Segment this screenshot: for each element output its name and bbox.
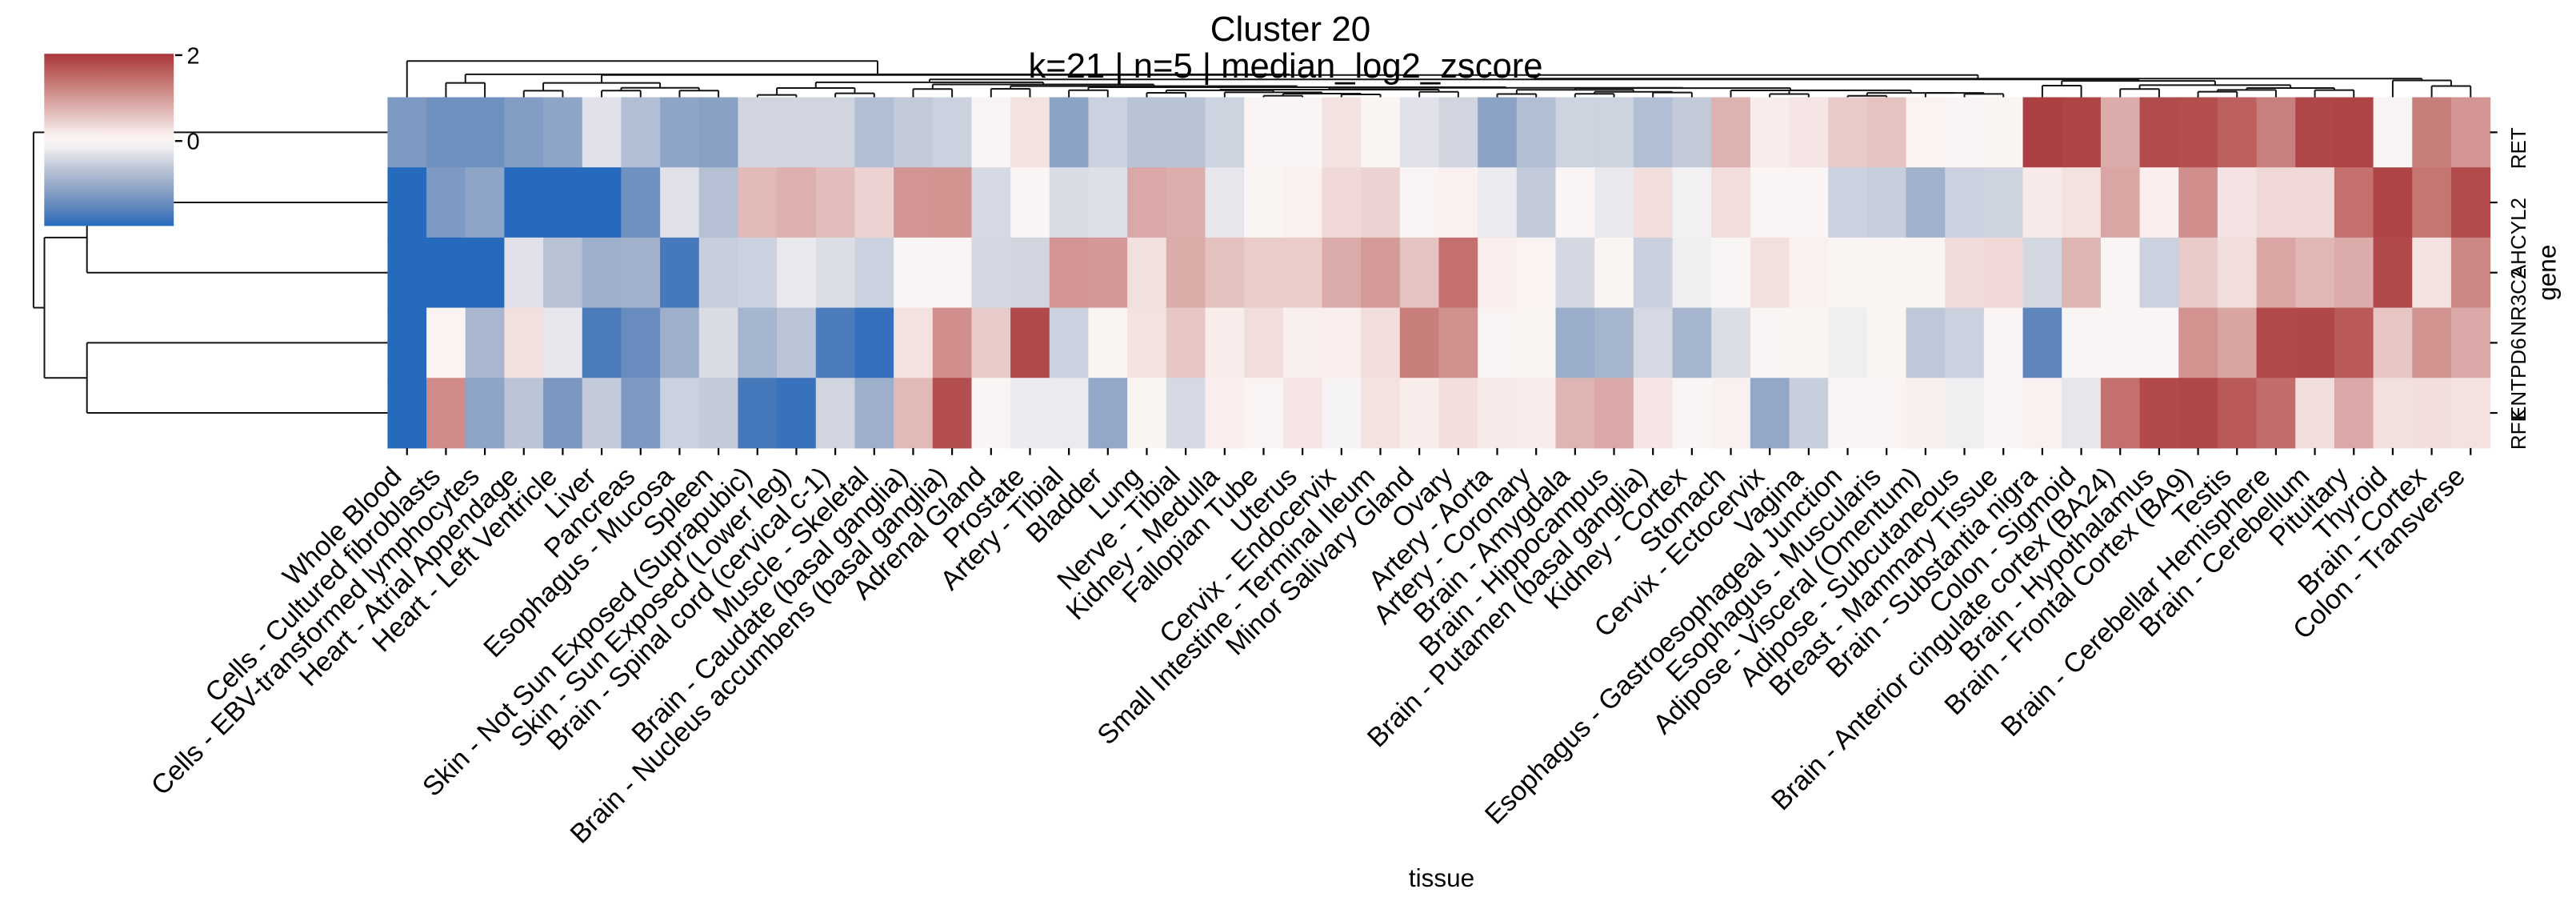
svg-text:Cluster 20: Cluster 20 [1210, 10, 1371, 49]
svg-text:0: 0 [187, 130, 200, 155]
svg-text:k=21 | n=5 | median_log2_zscor: k=21 | n=5 | median_log2_zscore [1028, 47, 1542, 86]
svg-text:ENTPD6: ENTPD6 [2506, 338, 2530, 420]
svg-text:NR3C2: NR3C2 [2506, 268, 2530, 336]
svg-text:tissue: tissue [1409, 863, 1474, 892]
svg-text:RET: RET [2506, 127, 2530, 169]
svg-text:AHCYL2: AHCYL2 [2506, 198, 2530, 278]
svg-text:RFK: RFK [2506, 407, 2530, 450]
svg-text:gene: gene [2533, 245, 2562, 301]
svg-text:2: 2 [187, 43, 200, 69]
